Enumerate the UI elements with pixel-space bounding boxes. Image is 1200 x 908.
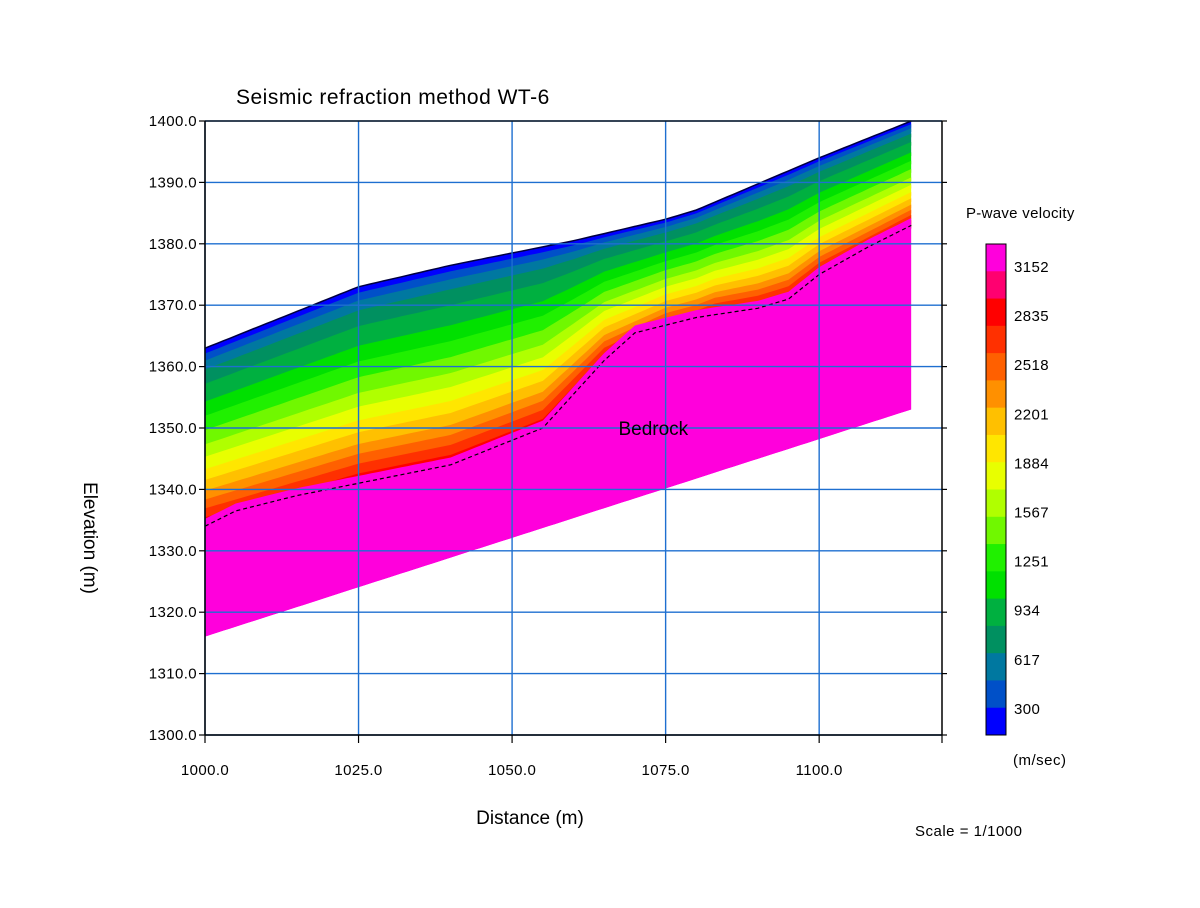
y-tick-label: 1330.0 [149,543,197,560]
colorbar-swatch [986,571,1006,600]
y-tick-label: 1320.0 [149,604,197,621]
colorbar-swatch [986,434,1006,463]
colorbar-swatch [986,489,1006,518]
colorbar-tick-label: 2201 [1014,406,1049,423]
y-tick-label: 1400.0 [149,113,197,130]
colorbar-swatch [986,271,1006,300]
y-tick-label: 1390.0 [149,174,197,191]
velocity-band [205,160,912,434]
y-tick-label: 1300.0 [149,727,197,744]
colorbar-tick-label: 1251 [1014,554,1049,571]
velocity-band [205,152,912,420]
colorbar-swatch [986,407,1006,436]
colorbar-swatch [986,625,1006,654]
colorbar-frame [985,243,1007,736]
colorbar-tick-label: 2835 [1014,308,1049,325]
velocity-band [205,209,912,513]
colorbar-swatch [986,298,1006,327]
x-tick-label: 1100.0 [796,762,843,779]
y-tick-label: 1310.0 [149,666,197,683]
y-tick-label: 1360.0 [149,359,197,376]
colorbar-tick-label: 934 [1014,603,1040,620]
velocity-band [205,184,912,473]
colorbar-tick-label: 300 [1014,701,1040,718]
colorbar-tick-label: 1567 [1014,505,1049,522]
colorbar-swatch [986,380,1006,409]
velocity-band [205,141,912,406]
colorbar-title: P-wave velocity [966,205,1075,222]
velocity-band [205,204,912,504]
colorbar-swatch [986,598,1006,627]
colorbar-tick-label: 1884 [1014,455,1049,472]
x-tick-label: 1050.0 [488,762,536,779]
colorbar-tick-label: 3152 [1014,259,1049,276]
x-axis-label: Distance (m) [476,808,584,829]
velocity-band [205,177,912,461]
y-tick-label: 1350.0 [149,420,197,437]
bedrock-label: Bedrock [618,419,688,440]
colorbar-swatch [986,353,1006,381]
x-tick-label: 1025.0 [334,762,382,779]
colorbar-tick-label: 617 [1014,652,1040,669]
y-tick-label: 1370.0 [149,297,197,314]
colorbar-swatch [986,325,1006,354]
x-tick-label: 1000.0 [181,762,229,779]
colorbar: 3152 2835 2518 2201 1884 1567 1251 934 617 300 [985,243,1049,736]
scale-label: Scale = 1/1000 [915,823,1023,840]
colorbar-swatch [986,653,1006,681]
chart-title: Seismic refraction method WT-6 [236,86,550,109]
y-tick-label: 1380.0 [149,236,197,253]
colorbar-swatch [986,462,1006,490]
velocity-band [205,192,912,484]
annotations: Bedrock [618,419,688,440]
colorbar-swatch [986,544,1006,572]
y-tick-label: 1340.0 [149,481,197,498]
colorbar-swatch [986,244,1006,272]
velocity-bands [205,121,912,530]
velocity-band [205,169,912,448]
colorbar-units: (m/sec) [1013,752,1067,769]
velocity-band [205,198,912,495]
colorbar-swatch [986,680,1006,709]
colorbar-swatch [986,707,1006,736]
axes: 1300.0 1310.0 1320.0 1330.0 1340.0 1350.0 1360… [149,113,947,779]
y-axis-label: Elevation (m) [79,482,100,594]
colorbar-swatch [986,516,1006,545]
colorbar-tick-label: 2518 [1014,357,1049,374]
x-tick-label: 1075.0 [641,762,689,779]
velocity-band [205,214,912,521]
